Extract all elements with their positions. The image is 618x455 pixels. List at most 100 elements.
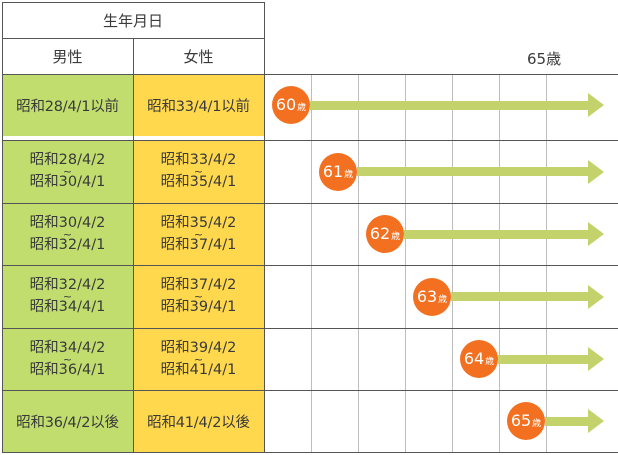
start-age-number: 61 (322, 161, 344, 181)
start-age-unit: 歳 (532, 419, 542, 429)
start-age-unit: 歳 (344, 169, 354, 180)
start-age-number: 60 (275, 95, 297, 114)
age-arrow-shaft (498, 354, 588, 364)
age-arrow-shaft (451, 292, 588, 301)
start-age-number: 62 (369, 224, 391, 243)
female-birth-text: 昭和41/4/2以後 (147, 414, 250, 431)
male-birth-cell: 昭和28/4/1以前 (2, 74, 133, 136)
female-birth-cell: 昭和37/4/2 ~ 昭和39/4/1 (133, 265, 264, 328)
start-age-badge: 65 歳 (507, 402, 545, 440)
male-header: 男性 (2, 38, 133, 74)
male-birth-to: 昭和36/4/1 (29, 361, 106, 378)
arrow-head-icon (588, 347, 604, 371)
start-age-unit: 歳 (485, 357, 495, 367)
start-age-number: 63 (416, 286, 438, 306)
female-header: 女性 (133, 38, 264, 74)
male-birth-to: 昭和32/4/1 (29, 236, 106, 253)
start-age-badge: 60 歳 (272, 86, 310, 124)
tilde-separator: ~ (193, 227, 204, 241)
row-divider (2, 265, 618, 266)
tilde-separator: ~ (62, 227, 73, 241)
male-birth-cell: 昭和32/4/2 ~ 昭和34/4/1 (2, 265, 133, 328)
female-birth-to: 昭和41/4/1 (160, 361, 237, 378)
timeline-gridline (546, 74, 547, 452)
male-birth-to: 昭和34/4/1 (29, 299, 106, 315)
female-birth-to: 昭和37/4/1 (160, 236, 237, 253)
male-birth-cell: 昭和30/4/2 ~ 昭和32/4/1 (2, 203, 133, 265)
female-birth-range: 昭和37/4/2 ~ 昭和39/4/1 (161, 278, 237, 315)
age-65-label: 65歳 (527, 50, 562, 68)
male-birth-cell: 昭和34/4/2 ~ 昭和36/4/1 (2, 328, 133, 390)
male-birth-range: 昭和28/4/2 ~ 昭和30/4/1 (30, 153, 106, 190)
arrow-head-icon (588, 222, 604, 246)
female-label: 女性 (183, 47, 214, 66)
column-divider (264, 2, 265, 452)
male-birth-from: 昭和32/4/2 (29, 277, 106, 293)
tilde-separator: ~ (62, 165, 73, 178)
birth-date-label: 生年月日 (102, 11, 163, 30)
female-birth-range: 昭和35/4/2 ~ 昭和37/4/1 (160, 214, 237, 253)
female-birth-range: 昭和39/4/2 ~ 昭和41/4/1 (160, 339, 237, 378)
timeline-gridline (311, 74, 312, 452)
female-birth-cell: 昭和35/4/2 ~ 昭和37/4/1 (133, 203, 264, 265)
row-divider (2, 74, 618, 75)
arrow-head-icon (588, 409, 604, 433)
row-divider (2, 203, 618, 204)
arrow-head-icon (588, 93, 604, 117)
female-birth-cell: 昭和41/4/2以後 (133, 390, 264, 452)
tilde-separator: ~ (193, 290, 204, 303)
row-divider (2, 390, 618, 391)
female-birth-cell: 昭和33/4/2 ~ 昭和35/4/1 (133, 140, 264, 203)
male-birth-range: 昭和32/4/2 ~ 昭和34/4/1 (30, 278, 106, 315)
tilde-separator: ~ (62, 352, 73, 366)
female-birth-to: 昭和35/4/1 (160, 174, 237, 190)
male-birth-from: 昭和28/4/2 (29, 152, 106, 168)
tilde-separator: ~ (62, 290, 73, 303)
male-birth-cell: 昭和36/4/2以後 (2, 390, 133, 452)
column-divider (133, 38, 134, 452)
start-age-badge: 64 歳 (460, 340, 498, 378)
timeline-gridline (358, 74, 359, 452)
age-arrow-shaft (310, 100, 588, 110)
column-divider (2, 2, 3, 452)
start-age-number: 65 (510, 411, 532, 430)
row-divider (2, 2, 264, 3)
birth-date-header: 生年月日 (2, 2, 264, 38)
row-divider (2, 452, 618, 453)
timeline-gridline (405, 74, 406, 452)
age-arrow-shaft (545, 416, 588, 426)
age-arrow-shaft (404, 229, 588, 239)
age-arrow-shaft (357, 167, 588, 176)
arrow-head-icon (588, 159, 604, 184)
female-birth-to: 昭和39/4/1 (160, 299, 237, 315)
start-age-badge: 62 歳 (366, 215, 404, 253)
male-birth-range: 昭和34/4/2 ~ 昭和36/4/1 (29, 339, 106, 378)
start-age-badge: 63 歳 (413, 277, 451, 316)
female-birth-from: 昭和39/4/2 (160, 339, 237, 356)
male-birth-from: 昭和34/4/2 (29, 339, 106, 356)
female-birth-from: 昭和35/4/2 (160, 214, 237, 231)
male-birth-range: 昭和30/4/2 ~ 昭和32/4/1 (29, 215, 106, 253)
timeline-gridline (499, 74, 500, 452)
start-age-unit: 歳 (391, 232, 401, 242)
female-birth-from: 昭和37/4/2 (160, 277, 237, 293)
start-age-badge: 61 歳 (319, 152, 357, 191)
female-birth-cell: 昭和33/4/1以前 (133, 74, 264, 136)
male-birth-text: 昭和28/4/1以前 (16, 98, 119, 115)
male-birth-text: 昭和36/4/2以後 (16, 414, 119, 431)
start-age-number: 64 (463, 349, 485, 368)
arrow-head-icon (588, 284, 604, 309)
female-birth-text: 昭和33/4/1以前 (147, 98, 250, 115)
tilde-separator: ~ (193, 165, 204, 178)
male-birth-to: 昭和30/4/1 (29, 174, 106, 190)
female-birth-range: 昭和33/4/2 ~ 昭和35/4/1 (161, 153, 237, 190)
male-birth-cell: 昭和28/4/2 ~ 昭和30/4/1 (2, 140, 133, 203)
start-age-unit: 歳 (438, 294, 448, 305)
start-age-unit: 歳 (297, 103, 307, 113)
female-birth-from: 昭和33/4/2 (160, 152, 237, 168)
female-birth-cell: 昭和39/4/2 ~ 昭和41/4/1 (133, 328, 264, 390)
row-divider (2, 140, 618, 141)
tilde-separator: ~ (193, 352, 204, 366)
timeline-gridline (452, 74, 453, 452)
